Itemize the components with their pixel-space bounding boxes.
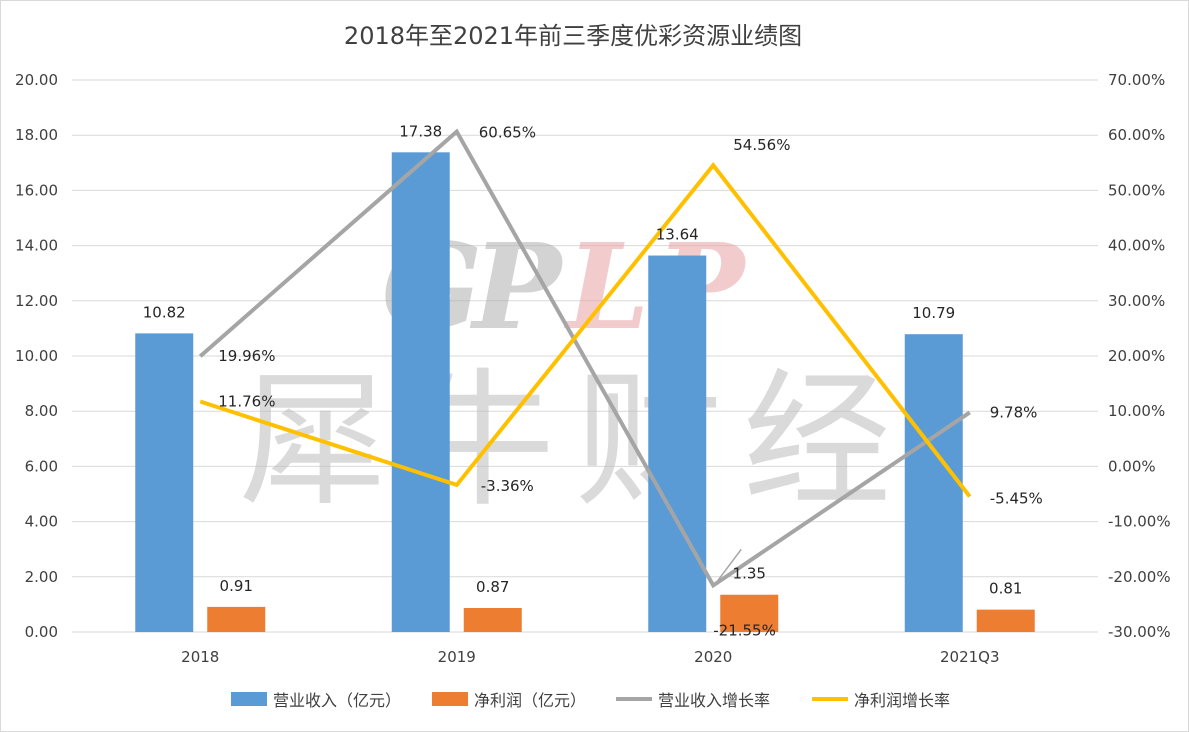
bars (135, 152, 1035, 632)
axes: 0.00 2.00 4.00 6.00 8.00 10.00 12.00 14.00 16.00… (15, 71, 1171, 666)
revenue-growth-label: 9.78% (990, 403, 1038, 421)
x-tick-label: 2021Q3 (940, 648, 1000, 666)
net-profit-bar (720, 594, 779, 632)
revenue-value-label: 13.64 (656, 226, 699, 244)
y-right-tick-label: 70.00% (1108, 71, 1165, 89)
revenue-growth-label: 19.96% (218, 347, 275, 365)
revenue-bar (904, 334, 963, 632)
y-left-tick-label: 2.00 (25, 568, 58, 586)
x-tick-label: 2018 (181, 648, 219, 666)
net-profit-bar (463, 607, 522, 632)
revenue-bar (135, 333, 194, 632)
watermark-text: 犀牛财经 (239, 355, 911, 527)
y-right-tick-label: -30.00% (1108, 623, 1171, 641)
legend[interactable]: 营业收入（亿元） 净利润（亿元） 营业收入增长率 净利润增长率 (231, 691, 950, 710)
legend-label: 营业收入（亿元） (273, 691, 401, 710)
y-left-tick-label: 6.00 (25, 457, 58, 475)
revenue-growth-label-leader (716, 548, 742, 582)
net-profit-growth-label: 54.56% (733, 136, 790, 154)
net-profit-value-label: 0.81 (989, 580, 1022, 598)
y-right-tick-label: 20.00% (1108, 347, 1165, 365)
net-profit-bar (207, 606, 266, 632)
revenue-value-label: 10.82 (143, 303, 186, 321)
net-profit-growth-label: -3.36% (481, 477, 534, 495)
y-left-tick-label: 0.00 (25, 623, 58, 641)
revenue-growth-label: 60.65% (479, 124, 536, 142)
y-left-tick-label: 8.00 (25, 402, 58, 420)
legend-label: 净利润（亿元） (474, 691, 586, 710)
data-labels: 10.82 17.38 13.64 10.79 0.91 0.87 1.35 0.81 19.9… (143, 122, 1043, 639)
chart-title: 2018年至2021年前三季度优彩资源业绩图 (344, 22, 802, 50)
legend-label: 净利润增长率 (854, 691, 950, 710)
net-profit-growth-label: -5.45% (990, 489, 1043, 507)
lines (198, 128, 972, 589)
net-profit-bar (976, 609, 1035, 632)
x-tick-label: 2019 (438, 648, 476, 666)
legend-swatch (432, 692, 468, 706)
y-right-tick-label: -10.00% (1108, 513, 1171, 531)
y-right-tick-label: 50.00% (1108, 181, 1165, 199)
revenue-growth-line (198, 128, 971, 589)
legend-label: 营业收入增长率 (658, 691, 770, 710)
y-left-tick-label: 10.00 (15, 347, 58, 365)
net-profit-value-label: 0.87 (476, 578, 509, 596)
y-left-tick-label: 4.00 (25, 513, 58, 531)
y-right-tick-label: 0.00% (1108, 457, 1156, 475)
revenue-value-label: 10.79 (912, 304, 955, 322)
y-right-tick-label: 30.00% (1108, 292, 1165, 310)
y-right-tick-label: 40.00% (1108, 237, 1165, 255)
y-right-tick-label: 60.00% (1108, 126, 1165, 144)
net-profit-growth-label: 11.76% (218, 392, 275, 410)
y-left-tick-label: 14.00 (15, 237, 58, 255)
revenue-bar (648, 255, 707, 632)
y-right-tick-label: -20.00% (1108, 568, 1171, 586)
y-left-tick-label: 20.00 (15, 71, 58, 89)
y-left-tick-label: 18.00 (15, 126, 58, 144)
watermark: GPLP犀牛财经 (239, 217, 911, 527)
net-profit-growth-line (199, 161, 972, 498)
revenue-bar (391, 152, 450, 632)
y-left-tick-label: 12.00 (15, 292, 58, 310)
y-left-tick-label: 16.00 (15, 181, 58, 199)
net-profit-value-label: 0.91 (220, 577, 253, 595)
revenue-value-label: 17.38 (399, 122, 442, 140)
net-profit-value-label: 1.35 (733, 565, 766, 583)
legend-swatch (231, 692, 267, 706)
x-tick-label: 2020 (694, 648, 732, 666)
y-right-tick-label: 10.00% (1108, 402, 1165, 420)
revenue-growth-label: -21.55% (713, 621, 776, 639)
